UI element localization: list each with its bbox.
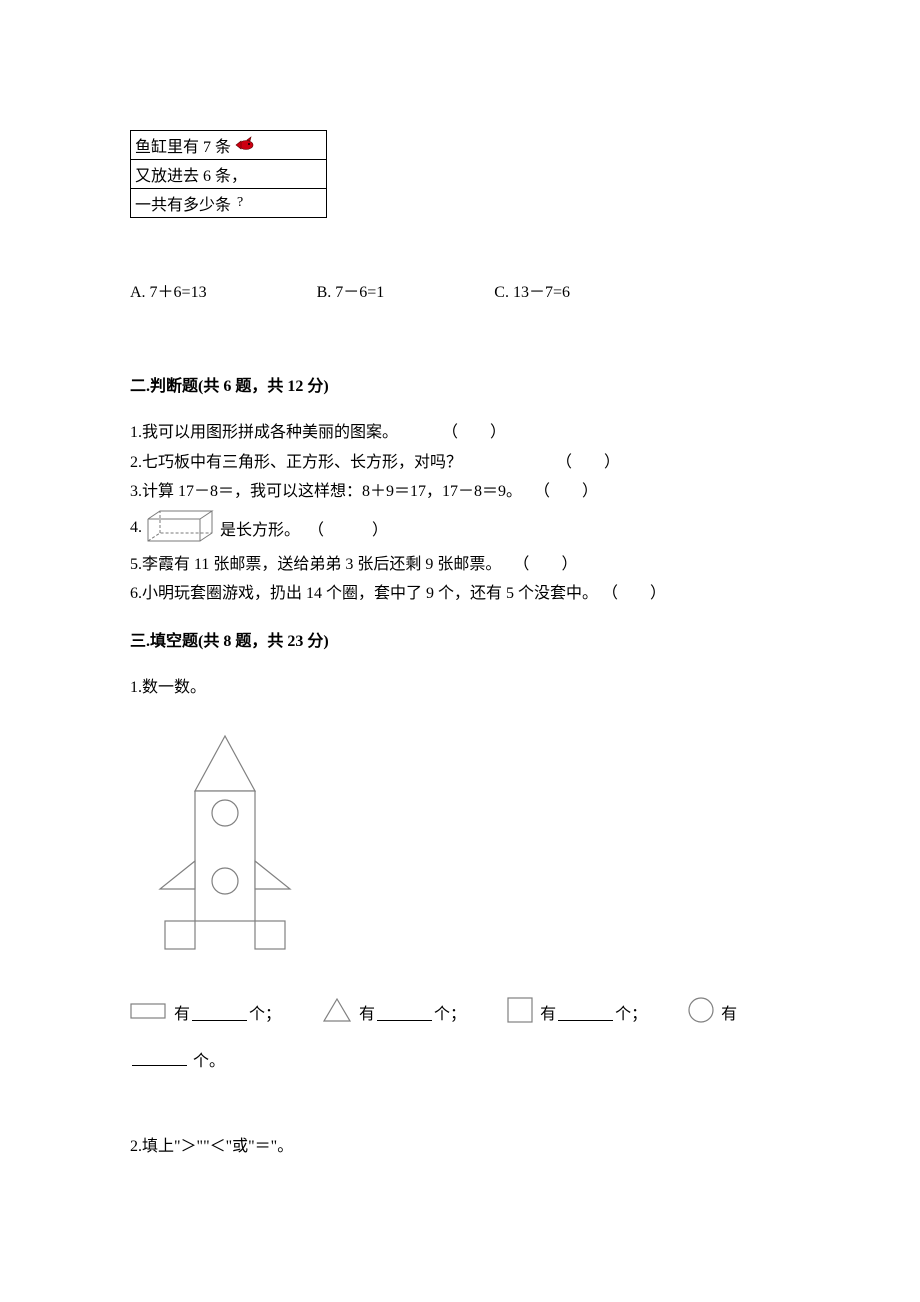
triangle-icon xyxy=(321,996,353,1029)
s2-q6: 6.小明玩套圈游戏，扔出 14 个圈，套中了 9 个，还有 5 个没套中。 （） xyxy=(130,581,800,607)
fish-problem-box: 鱼缸里有 7 条 又放进去 6 条， 一共有多少条 ? xyxy=(130,130,327,218)
count-circle: 有 xyxy=(687,996,737,1029)
fish-row-3-text: 一共有多少条 xyxy=(135,191,231,215)
s2-q4: 4. 是长方形。 （） xyxy=(130,509,800,548)
s2-q5: 5.李霞有 11 张邮票，送给弟弟 3 张后还剩 9 张邮票。 （） xyxy=(130,552,800,578)
s2-q4-post: 是长方形。 xyxy=(220,516,300,540)
fish-icon xyxy=(233,136,257,154)
option-b: B. 7－6=1 xyxy=(317,278,385,302)
s3-q2-title: 2.填上"＞""＜"或"＝"。 xyxy=(130,1134,800,1160)
cuboid-icon xyxy=(146,509,216,548)
s2-q4-pre: 4. xyxy=(130,519,142,537)
answer-options: A. 7＋6=13 B. 7－6=1 C. 13－7=6 xyxy=(130,278,800,302)
fish-row-1-text: 鱼缸里有 7 条 xyxy=(135,133,231,157)
rectangle-icon xyxy=(130,999,168,1026)
blank-sq xyxy=(558,1004,613,1021)
s3-q1-title: 1.数一数。 xyxy=(130,675,800,701)
label-ge-2: 个； xyxy=(434,1000,466,1024)
label-you-2: 有 xyxy=(359,1000,375,1024)
label-ge-4: 个。 xyxy=(193,1053,225,1070)
svg-text:?: ? xyxy=(237,195,243,209)
blank-circle xyxy=(132,1049,187,1066)
label-you-4: 有 xyxy=(721,1000,737,1024)
label-you-1: 有 xyxy=(174,1000,190,1024)
label-you-3: 有 xyxy=(540,1000,556,1024)
square-icon xyxy=(506,996,534,1029)
blank-tri xyxy=(377,1004,432,1021)
fish-row-2: 又放进去 6 条， xyxy=(131,160,326,189)
s2-q3: 3.计算 17－8＝，我可以这样想：8＋9＝17，17－8＝9。 （） xyxy=(130,479,800,505)
s2-q5-text: 5.李霞有 11 张邮票，送给弟弟 3 张后还剩 9 张邮票。 xyxy=(130,556,501,573)
blank-rect xyxy=(192,1004,247,1021)
fish-row-1: 鱼缸里有 7 条 xyxy=(131,131,326,160)
s2-q6-text: 6.小明玩套圈游戏，扔出 14 个圈，套中了 9 个，还有 5 个没套中。 xyxy=(130,585,598,602)
s2-q2: 2.七巧板中有三角形、正方形、长方形，对吗？ （） xyxy=(130,450,800,476)
fish-row-2-text: 又放进去 6 条， xyxy=(135,162,247,186)
s2-q2-text: 2.七巧板中有三角形、正方形、长方形，对吗？ xyxy=(130,454,462,471)
count-rectangle: 有 个； xyxy=(130,999,281,1026)
s2-q3-text: 3.计算 17－8＝，我可以这样想：8＋9＝17，17－8＝9。 xyxy=(130,483,522,500)
label-ge-3: 个； xyxy=(615,1000,647,1024)
circle-icon xyxy=(687,996,715,1029)
option-a: A. 7＋6=13 xyxy=(130,278,207,302)
fish-row-3: 一共有多少条 ? xyxy=(131,189,326,217)
fish-question-icon: ? xyxy=(235,193,251,214)
label-ge-1: 个； xyxy=(249,1000,281,1024)
option-c: C. 13－7=6 xyxy=(494,278,570,302)
shape-count-row: 有 个； 有 个； 有 个； xyxy=(130,996,800,1029)
section-3-title: 三.填空题(共 8 题，共 23 分) xyxy=(130,627,800,651)
section-2-title: 二.判断题(共 6 题，共 12 分) xyxy=(130,372,800,396)
count-square: 有 个； xyxy=(506,996,647,1029)
s2-q1-text: 1.我可以用图形拼成各种美丽的图案。 xyxy=(130,424,398,441)
count-triangle: 有 个； xyxy=(321,996,466,1029)
s2-q1: 1.我可以用图形拼成各种美丽的图案。 （） xyxy=(130,420,800,446)
rocket-figure xyxy=(140,731,800,966)
count-circle-tail: 个。 xyxy=(130,1049,800,1075)
